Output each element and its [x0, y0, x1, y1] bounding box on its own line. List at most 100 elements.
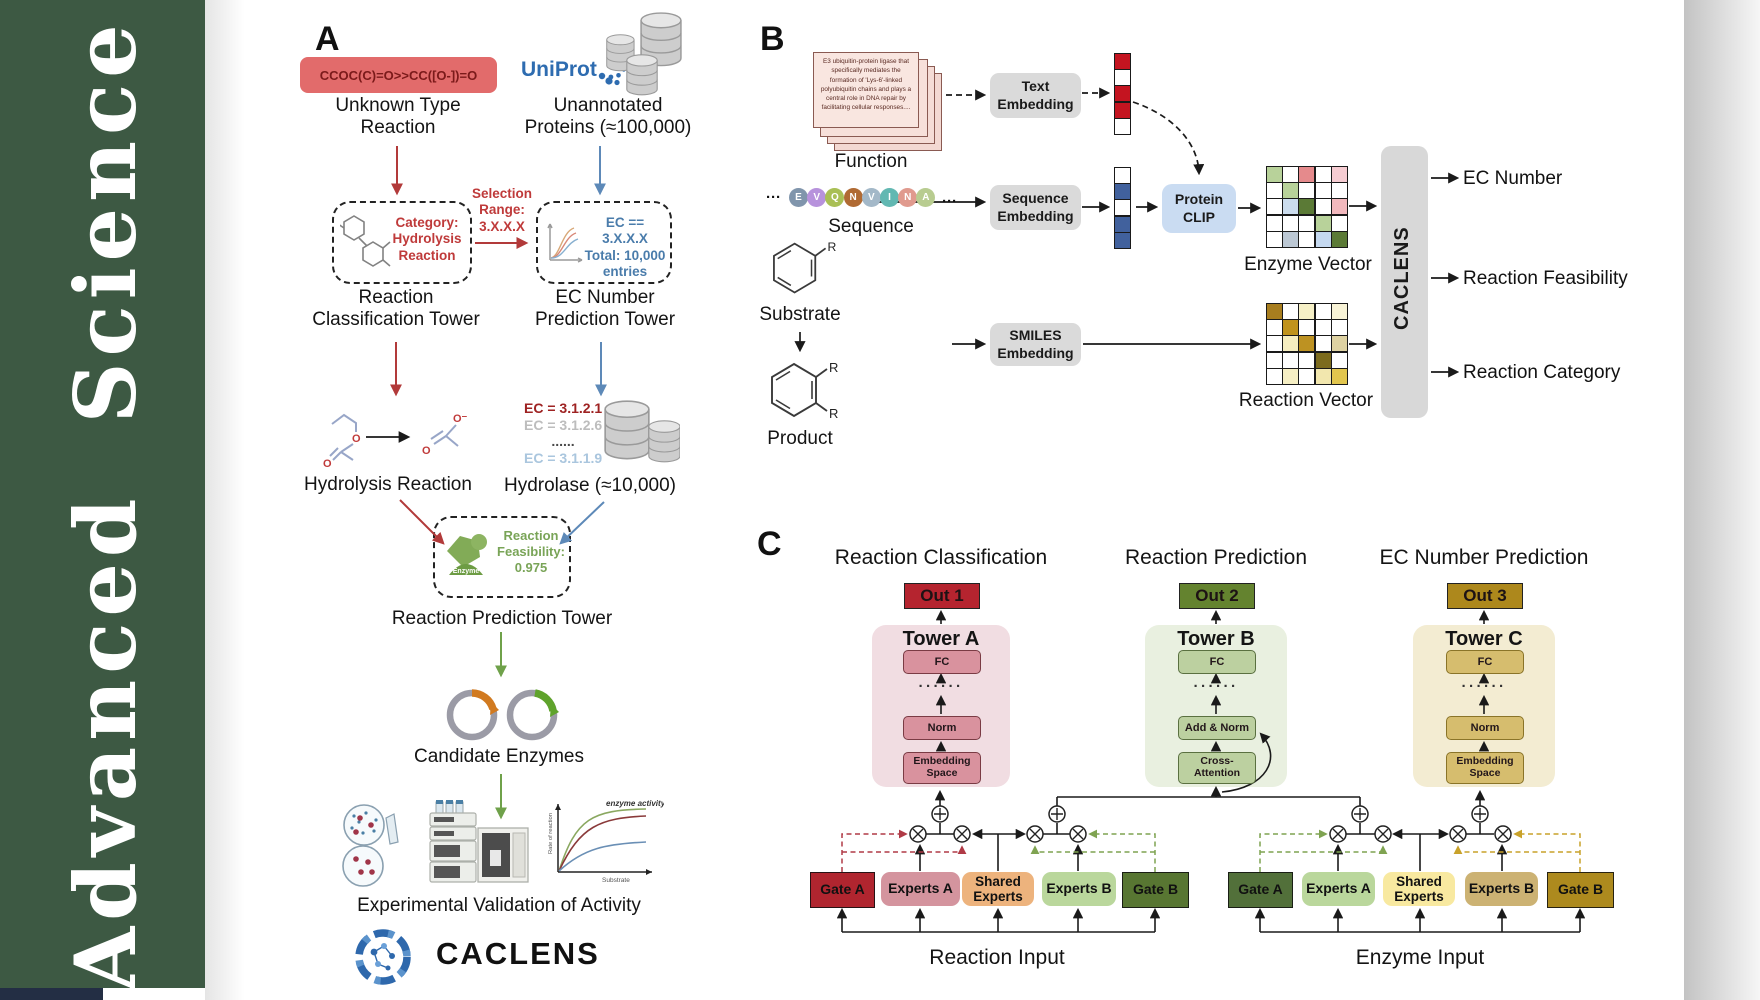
enzyme-experts-a-box: Experts A	[1302, 872, 1375, 906]
ec-item: ......	[551, 433, 575, 449]
grid-cell	[1267, 368, 1282, 384]
residue: E	[789, 188, 808, 207]
residue: Q	[825, 188, 845, 207]
sequence-embedding-vector	[1114, 167, 1131, 249]
r-group-label: R	[827, 240, 836, 254]
title-reaction-prediction: Reaction Prediction	[1124, 546, 1308, 569]
enzyme-gate-a-box: Gate A	[1228, 872, 1293, 908]
grid-cell	[1267, 352, 1282, 368]
kinetics-ylabel: Rate of reaction	[548, 813, 554, 854]
bottom-left-bar	[0, 988, 103, 1000]
tower-c-norm-block: Norm	[1446, 716, 1524, 740]
caclens-logo-icon	[355, 929, 411, 985]
grid-cell	[1283, 183, 1299, 199]
right-page-shadow	[1684, 0, 1760, 1000]
panel-c-label: C	[757, 525, 782, 563]
svg-text:O: O	[422, 445, 431, 457]
tower-a-dots: ······	[918, 678, 964, 695]
left-page-shadow	[205, 0, 245, 1000]
grid-cell	[1315, 199, 1331, 215]
moe-operator-nodes	[909, 805, 1512, 843]
reaction-gate-a-box: Gate A	[810, 872, 875, 908]
svg-text:O: O	[352, 433, 361, 445]
tower-b-label: Tower B	[1177, 628, 1255, 650]
grid-cell	[1267, 215, 1282, 231]
grid-cell	[1283, 304, 1299, 319]
grid-cell	[1115, 216, 1130, 232]
residue: N	[843, 188, 863, 207]
petri-dish-icon	[342, 804, 399, 887]
output-reaction-feasibility: Reaction Feasibility	[1463, 268, 1628, 289]
ec-dashed-box	[536, 201, 672, 284]
r-group-label: R	[829, 360, 838, 375]
grid-cell	[1283, 231, 1299, 247]
reaction-experts-b-box: Experts B	[1042, 872, 1116, 906]
grid-cell	[1315, 352, 1331, 368]
grid-cell	[1267, 231, 1282, 247]
reaction-input-label: Reaction Input	[929, 946, 1065, 969]
ec-curves-icon	[547, 223, 583, 263]
grid-cell	[1299, 215, 1315, 231]
grid-cell	[1267, 304, 1282, 319]
grid-cell	[1299, 167, 1315, 182]
reaction-gate-b-box: Gate B	[1122, 872, 1189, 908]
smiles-text: CCOC(C)=O>>CC([O-])=O	[319, 67, 478, 83]
grid-cell	[1315, 183, 1331, 199]
panel-b-label: B	[760, 20, 785, 58]
grid-cell	[1115, 184, 1130, 200]
grid-cell	[1283, 215, 1299, 231]
grid-cell	[1331, 231, 1347, 247]
grid-cell	[1115, 232, 1130, 248]
grid-cell	[1299, 183, 1315, 199]
reaction-classification-tower-label: Reaction Classification Tower	[312, 287, 480, 330]
residue: V	[861, 188, 881, 207]
grid-cell	[1115, 118, 1130, 134]
tower-b-fc-block: FC	[1178, 650, 1256, 674]
grid-cell	[1331, 304, 1347, 319]
grid-cell	[1315, 336, 1331, 352]
category-box-text: Category: Hydrolysis Reaction	[392, 215, 462, 263]
enzyme-vector-label: Enzyme Vector	[1244, 254, 1372, 275]
reaction-prediction-tower-label: Reaction Prediction Tower	[391, 608, 613, 629]
grid-cell	[1315, 368, 1331, 384]
caclens-logo-text: CACLENS	[436, 936, 600, 971]
ec-box-text: EC == 3.X.X.X Total: 10,000 entries	[584, 215, 666, 280]
product-molecule-icon: R R	[771, 360, 838, 421]
output-ec-number: EC Number	[1463, 168, 1563, 189]
tower-b-cross-attention-block: Cross- Attention	[1178, 752, 1256, 784]
reaction-experts-a-box: Experts A	[881, 872, 960, 906]
protein-clip-box: Protein CLIP	[1162, 184, 1236, 233]
text-embedding-vector	[1114, 53, 1131, 135]
ec-item: EC = 3.1.1.9	[524, 449, 603, 466]
residue: I	[880, 188, 900, 207]
kinetics-annotation: enzyme activity	[606, 799, 664, 808]
grid-cell	[1315, 320, 1331, 336]
grid-cell	[1283, 320, 1299, 336]
title-reaction-classification: Reaction Classification	[834, 546, 1048, 569]
ec-number-tower-label: EC Number Prediction Tower	[534, 287, 676, 330]
grid-cell	[1283, 368, 1299, 384]
title-ec-number-prediction: EC Number Prediction	[1379, 546, 1589, 569]
smiles-box	[300, 57, 497, 93]
out-1-box: Out 1	[904, 583, 980, 609]
reaction-vector-grid	[1266, 303, 1348, 385]
enzyme-input-label: Enzyme Input	[1355, 946, 1485, 969]
tower-a-label: Tower A	[902, 628, 980, 650]
tower-a-fc-block: FC	[903, 650, 981, 674]
sequence-residues: E V Q N V I N A	[789, 188, 936, 207]
grid-cell	[1267, 199, 1282, 215]
r-group-label: R	[829, 406, 838, 421]
grid-cell	[1283, 336, 1299, 352]
residue: V	[807, 188, 827, 207]
svg-text:O: O	[323, 458, 332, 468]
grid-cell	[1299, 199, 1315, 215]
kinetics-plot: enzyme activity Rate of reaction Substra…	[548, 799, 664, 884]
tower-a-embedding-block: Embedding Space	[903, 752, 981, 784]
grid-cell	[1115, 102, 1130, 118]
tower-c-dots: ······	[1461, 678, 1507, 695]
tower-b-add-norm-block: Add & Norm	[1178, 716, 1256, 740]
function-label: Function	[834, 151, 908, 172]
grid-cell	[1299, 352, 1315, 368]
enzyme-gate-b-box: Gate B	[1547, 872, 1614, 908]
